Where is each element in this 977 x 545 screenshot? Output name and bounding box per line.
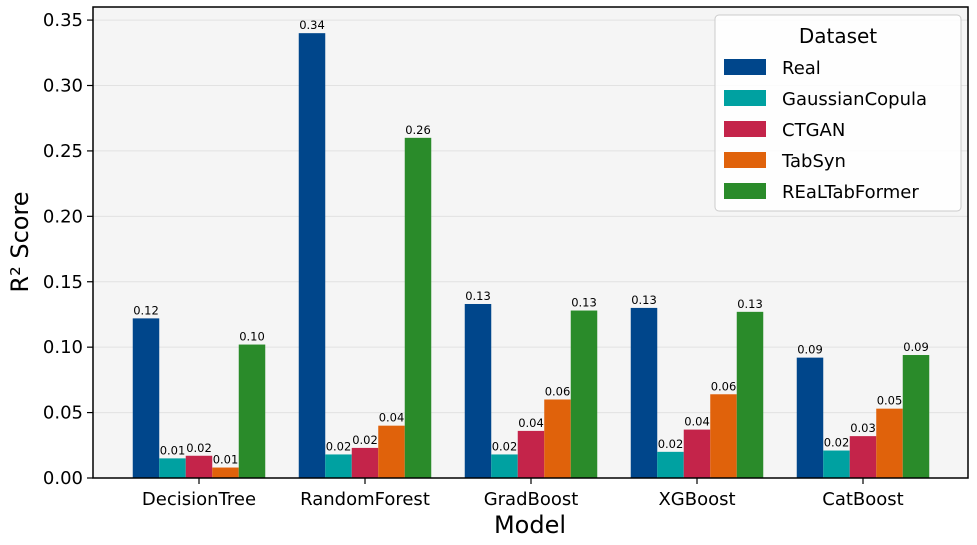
bar-value-labels: 0.120.01 0.020.010.100.340.02 0.020.040.26… — [133, 18, 929, 466]
bar — [823, 450, 850, 478]
y-tick-label: 0.15 — [43, 272, 83, 293]
y-tick-label: 0.20 — [43, 206, 83, 227]
bars — [132, 33, 930, 479]
bar — [736, 311, 764, 478]
bar — [796, 357, 824, 478]
bar — [185, 455, 213, 478]
bar-value-label: 0.04 — [684, 415, 710, 429]
y-tick-label: 0.30 — [43, 76, 83, 97]
legend-swatch — [724, 90, 766, 106]
bar — [630, 307, 658, 478]
bar — [683, 429, 711, 478]
bar — [298, 33, 326, 479]
y-axis: 0.00 0.05 0.10 0.15 0.20 0.25 0.30 0.35 — [43, 10, 93, 489]
bar — [351, 447, 379, 478]
bar-value-label: 0.03 — [850, 421, 876, 435]
bar — [570, 310, 598, 478]
bar — [325, 454, 352, 478]
x-tick-label: XGBoost — [658, 489, 735, 510]
y-tick-label: 0.35 — [43, 10, 83, 31]
y-tick-label: 0.25 — [43, 141, 83, 162]
bar-value-label: 0.13 — [737, 297, 763, 311]
x-tick-label: CatBoost — [822, 489, 903, 510]
bar-value-label: 0.13 — [631, 293, 657, 307]
legend-swatch — [724, 59, 766, 75]
y-tick-label: 0.05 — [43, 403, 83, 424]
bar-value-label: 0.05 — [877, 394, 903, 408]
y-tick-label: 0.00 — [43, 468, 83, 489]
bar-value-label: 0.02 — [326, 439, 352, 453]
bar-value-label: 0.13 — [571, 296, 597, 310]
x-axis-label: Model — [494, 511, 566, 539]
bar — [517, 430, 545, 478]
bar-value-label: 0.06 — [545, 385, 571, 399]
x-tick-label: RandomForest — [300, 489, 430, 510]
bar — [491, 454, 518, 478]
bar — [132, 318, 160, 478]
bar — [902, 355, 930, 478]
bar — [404, 137, 432, 479]
bar-value-label: 0.02 — [658, 437, 684, 451]
legend-entry: CTGAN — [782, 120, 845, 141]
legend-entry: GaussianCopula — [782, 89, 927, 110]
legend-items: Real GaussianCopula CTGAN TabSyn REaLTabForm… — [724, 58, 927, 203]
bar-value-label: 0.09 — [797, 343, 823, 357]
bar-value-label: 0.06 — [711, 379, 737, 393]
legend-entry: TabSyn — [781, 151, 846, 172]
legend: Dataset Real GaussianCopula CTGAN TabSyn REa… — [714, 14, 962, 212]
legend-entry: REaLTabFormer — [782, 182, 919, 203]
bar — [212, 467, 239, 478]
x-axis: DecisionTree RandomForest GradBoost XGBoost… — [142, 478, 904, 510]
x-tick-label: DecisionTree — [142, 489, 256, 510]
bar — [464, 303, 492, 478]
legend-entry: Real — [782, 58, 821, 79]
bar-value-label: 0.02 — [492, 439, 518, 453]
y-axis-label: R² Score — [6, 191, 34, 292]
bar-value-label: 0.01 — [213, 453, 239, 467]
bar-value-label: 0.02 — [824, 436, 850, 450]
bar — [657, 451, 684, 478]
bar-value-label: 0.13 — [465, 289, 491, 303]
bar-value-label: 0.26 — [405, 123, 431, 137]
bar — [159, 458, 186, 478]
bar — [544, 399, 571, 478]
bar — [876, 408, 903, 478]
bar-value-label: 0.09 — [903, 340, 929, 354]
legend-title: Dataset — [799, 24, 877, 48]
bar — [238, 344, 266, 478]
bar — [378, 425, 405, 478]
y-tick-label: 0.10 — [43, 337, 83, 358]
legend-swatch — [724, 121, 766, 137]
bar-value-label: 0.34 — [299, 18, 325, 32]
legend-swatch — [724, 183, 766, 199]
bar — [849, 436, 877, 478]
legend-swatch — [724, 152, 766, 168]
bar-value-label: 0.02 — [186, 441, 212, 455]
bar — [710, 394, 737, 478]
legend-box — [714, 14, 962, 212]
bar-value-label: 0.04 — [379, 411, 405, 425]
bar-value-label: 0.04 — [518, 416, 544, 430]
x-tick-label: GradBoost — [484, 489, 579, 510]
bar-value-label: 0.10 — [239, 330, 265, 344]
bar-value-label: 0.12 — [133, 303, 159, 317]
bar-value-label: 0.02 — [352, 433, 378, 447]
bar-value-label: 0.01 — [160, 443, 186, 457]
